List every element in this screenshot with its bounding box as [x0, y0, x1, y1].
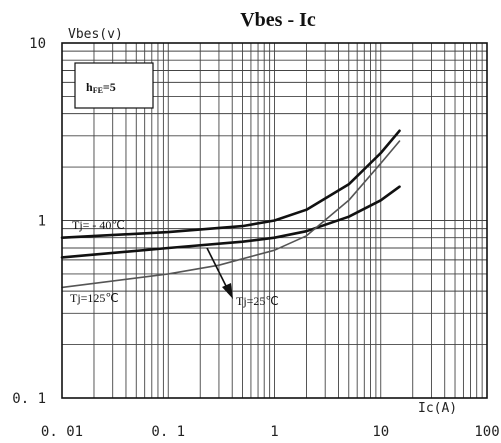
curve-label-tj-minus40: Tj= - 40℃: [72, 218, 125, 232]
legend-suffix: =5: [103, 80, 116, 94]
x-tick-label: 10: [372, 424, 389, 440]
y-tick-label: 1: [38, 214, 46, 230]
legend-box: [74, 62, 154, 109]
pointer-arrow-head: [222, 283, 233, 299]
series-line: [60, 129, 401, 239]
legend: hFE=5: [74, 62, 154, 109]
y-tick-label: 10: [29, 36, 46, 52]
x-tick-label: 1: [270, 424, 278, 440]
legend-h: h: [86, 80, 93, 94]
y-tick-label: 0. 1: [12, 391, 46, 407]
x-axis-label: Ic(A): [418, 401, 457, 416]
series-line: [61, 140, 401, 289]
chart-title: Vbes - Ic: [240, 9, 316, 31]
x-tick-label: 100: [474, 424, 499, 440]
x-tick-label: 0. 01: [41, 424, 83, 440]
tick-labels: 0. 01 0. 1 1 10 100 10 1 0. 1: [12, 36, 499, 440]
y-axis-label: Vbes(v): [68, 27, 123, 42]
legend-text: hFE=5: [86, 80, 116, 95]
legend-subscript: FE: [93, 86, 103, 95]
series-line: [60, 185, 401, 259]
x-tick-label: 0. 1: [151, 424, 185, 440]
series-group: [60, 129, 401, 289]
curve-labels: Tj= - 40℃ Tj=125℃ Tj=25℃: [70, 218, 279, 308]
plot-frame: [61, 42, 488, 399]
pointer-arrow-line: [206, 247, 230, 293]
curve-label-tj-125: Tj=125℃: [70, 291, 119, 305]
curve-label-tj-25: Tj=25℃: [236, 294, 279, 308]
